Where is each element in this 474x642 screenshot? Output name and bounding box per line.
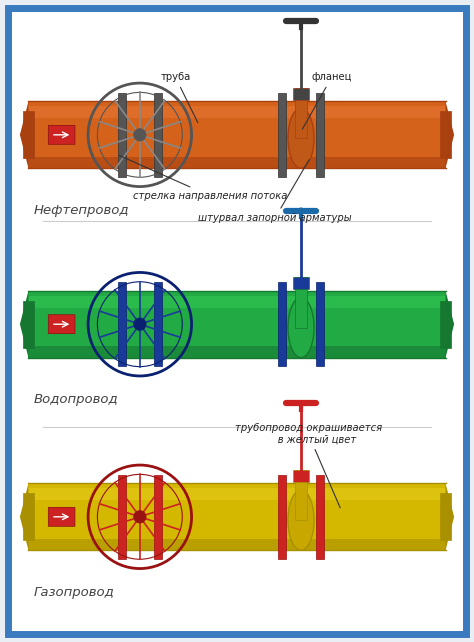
Bar [154,282,162,366]
Circle shape [298,208,304,214]
Polygon shape [20,483,28,550]
Circle shape [298,19,304,24]
Bar [28,101,446,168]
Polygon shape [20,101,28,168]
Text: Нефтепровод: Нефтепровод [33,204,128,216]
Circle shape [134,318,146,331]
FancyBboxPatch shape [48,125,75,144]
Bar [23,494,34,540]
Bar [316,475,324,559]
Bar [440,494,451,540]
Circle shape [298,401,304,406]
Bar [28,107,446,118]
Polygon shape [446,101,454,168]
Bar [118,475,126,559]
Bar [440,112,451,158]
Bar [295,277,307,327]
Circle shape [134,510,146,523]
Bar [154,93,162,177]
Bar [28,296,446,308]
Bar [278,475,286,559]
Text: Газопровод: Газопровод [33,586,114,598]
Bar [440,301,451,347]
Text: трубопровод окрашивается
      в желтый цвет: трубопровод окрашивается в желтый цвет [235,422,382,508]
Bar [118,93,126,177]
Bar [28,157,446,168]
Bar [295,88,307,138]
Bar [292,277,309,289]
Text: фланец: фланец [302,72,352,129]
Bar [292,88,309,100]
Bar [292,470,309,482]
Bar [316,282,324,366]
Text: стрелка направления потока: стрелка направления потока [118,155,287,201]
Text: Водопровод: Водопровод [33,393,118,406]
Ellipse shape [288,297,314,358]
Bar [28,489,446,500]
Polygon shape [446,291,454,358]
Bar [278,282,286,366]
Bar [23,301,34,347]
Polygon shape [446,483,454,550]
Bar [23,112,34,158]
Bar [28,291,446,358]
Circle shape [134,128,146,141]
Text: штурвал запорной арматуры: штурвал запорной арматуры [198,160,352,223]
Bar [278,93,286,177]
FancyBboxPatch shape [48,507,75,526]
Bar [295,470,307,520]
Bar [28,539,446,550]
Ellipse shape [288,490,314,550]
Bar [118,282,126,366]
Ellipse shape [288,108,314,168]
Bar [316,93,324,177]
Bar [28,346,446,358]
Bar [28,483,446,550]
Bar [154,475,162,559]
FancyBboxPatch shape [48,315,75,334]
Text: труба: труба [160,72,198,123]
Polygon shape [20,291,28,358]
